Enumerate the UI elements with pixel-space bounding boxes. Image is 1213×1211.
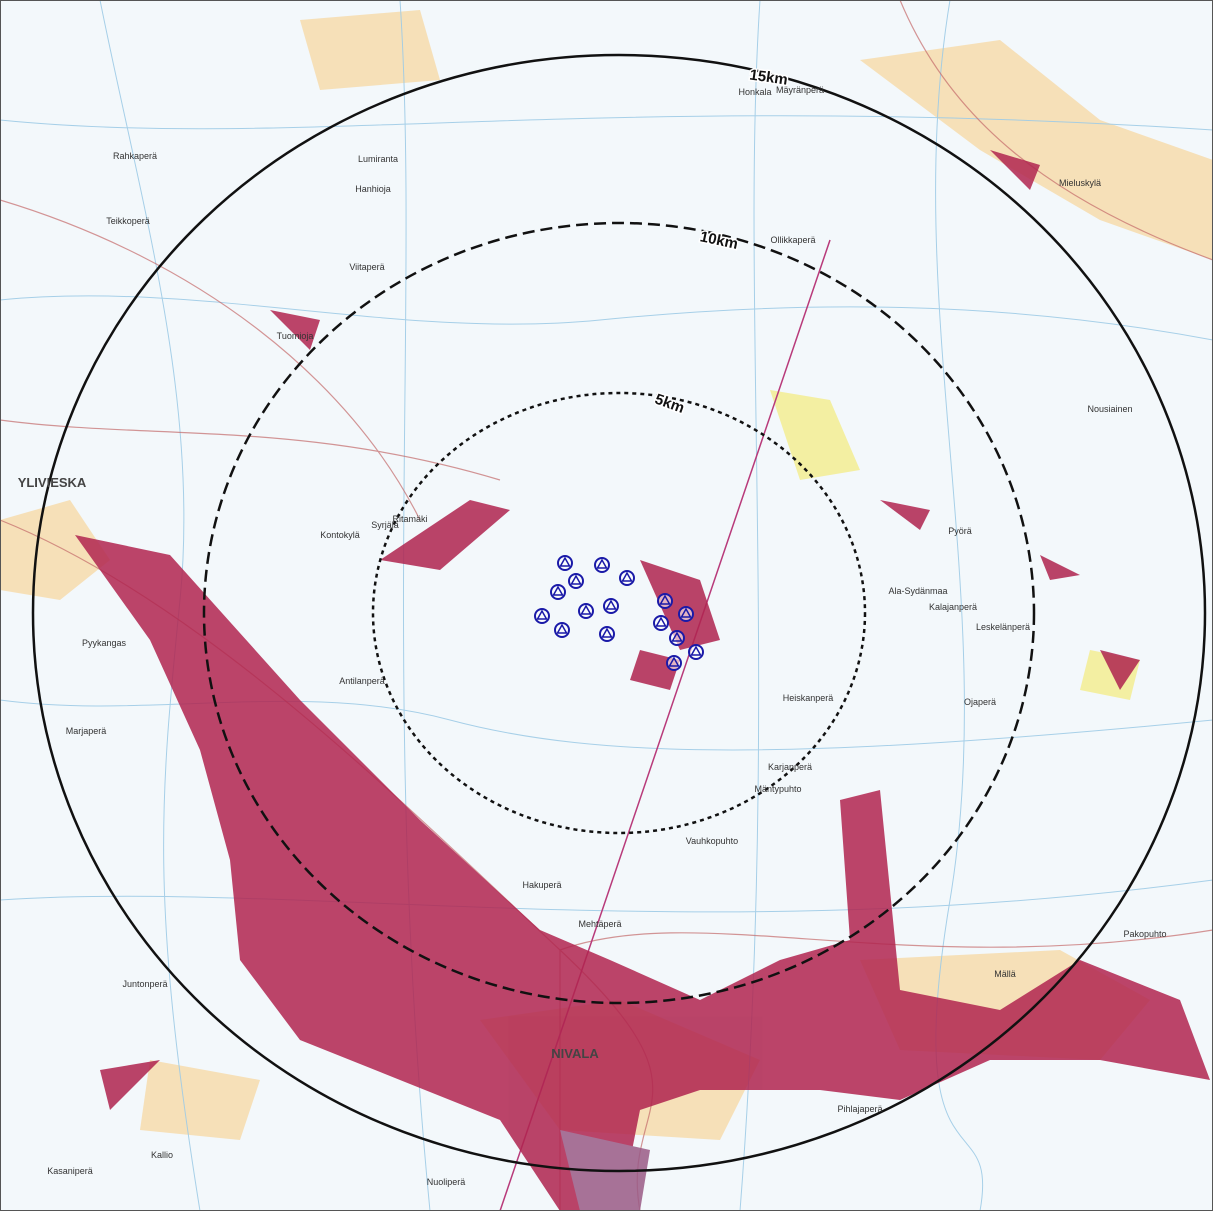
place-label: Teikkoperä xyxy=(106,216,150,226)
turbine-blades xyxy=(655,616,667,627)
place-label: YLIVIESKA xyxy=(18,475,87,490)
distance-rings xyxy=(31,53,1207,1173)
turbine-blades xyxy=(690,645,702,656)
turbine-blades xyxy=(671,631,683,642)
turbine xyxy=(578,603,594,619)
turbine-blades xyxy=(668,656,680,667)
place-label: Mällä xyxy=(994,969,1016,979)
place-label: Pihlajaperä xyxy=(837,1104,882,1114)
turbine xyxy=(688,644,704,660)
turbine-blades xyxy=(559,556,571,567)
turbine-blades xyxy=(580,604,592,615)
place-label: Kontokylä xyxy=(320,530,360,540)
place-label: Ritamäki xyxy=(392,514,427,524)
place-label: Kallio xyxy=(151,1150,173,1160)
turbine xyxy=(657,593,673,609)
place-label: Ollikkaperä xyxy=(770,235,815,245)
place-label: Kasaniperä xyxy=(47,1166,93,1176)
ring-10km xyxy=(202,221,1036,1005)
turbine xyxy=(599,626,615,642)
turbine xyxy=(653,615,669,631)
place-label: Mieluskylä xyxy=(1059,178,1101,188)
ring-5km xyxy=(371,391,867,835)
place-label: Honkala xyxy=(738,87,771,97)
turbine-blades xyxy=(680,607,692,618)
place-label: Vauhkopuhto xyxy=(686,836,738,846)
place-label: Pyykangas xyxy=(82,638,127,648)
turbine-blades xyxy=(621,571,633,582)
place-label: Mäntypuhto xyxy=(754,784,801,794)
place-label: Kalajanperä xyxy=(929,602,977,612)
place-label: Viitaperä xyxy=(349,262,384,272)
turbine-blades xyxy=(601,627,613,638)
turbine xyxy=(594,557,610,573)
turbine xyxy=(568,573,584,589)
place-label: Antilanperä xyxy=(339,676,385,686)
labels: 5km10km15kmYLIVIESKANIVALAKontokyläAla-S… xyxy=(18,65,1167,1187)
turbine xyxy=(534,608,550,624)
turbine-blades xyxy=(596,558,608,569)
place-label: Ojaperä xyxy=(964,697,996,707)
place-label: Mäyränperä xyxy=(776,85,824,95)
turbine xyxy=(557,555,573,571)
shadow-areas xyxy=(75,150,1210,1211)
turbine-blades xyxy=(536,609,548,620)
turbine xyxy=(678,606,694,622)
turbine-blades xyxy=(570,574,582,585)
place-label: NIVALA xyxy=(551,1046,599,1061)
place-label: Heiskanperä xyxy=(783,693,834,703)
turbine xyxy=(669,630,685,646)
turbine-blades xyxy=(556,623,568,634)
place-label: Pakopuhto xyxy=(1123,929,1166,939)
turbine xyxy=(554,622,570,638)
turbine-blades xyxy=(605,599,617,610)
place-label: Leskelänperä xyxy=(976,622,1030,632)
place-label: Rahkaperä xyxy=(113,151,157,161)
turbine-blades xyxy=(552,585,564,596)
place-label: Syrjälä xyxy=(371,520,399,530)
turbine xyxy=(603,598,619,614)
ring-15km xyxy=(31,53,1207,1173)
turbine xyxy=(666,655,682,671)
place-label: Tuomioja xyxy=(277,331,314,341)
place-label: Lumiranta xyxy=(358,154,398,164)
place-label: Juntonperä xyxy=(122,979,167,989)
turbine-blades xyxy=(659,594,671,605)
place-label: Marjaperä xyxy=(66,726,107,736)
turbine xyxy=(619,570,635,586)
place-label: Mehtäperä xyxy=(578,919,621,929)
turbine xyxy=(550,584,566,600)
place-label: Nousiainen xyxy=(1087,404,1132,414)
place-label: Ala-Sydänmaa xyxy=(888,586,947,596)
place-label: Hakuperä xyxy=(522,880,561,890)
turbines xyxy=(534,555,704,671)
place-label: Karjanperä xyxy=(768,762,812,772)
place-label: Hanhioja xyxy=(355,184,391,194)
place-label: Pyörä xyxy=(948,526,972,536)
place-label: Nuoliperä xyxy=(427,1177,466,1187)
